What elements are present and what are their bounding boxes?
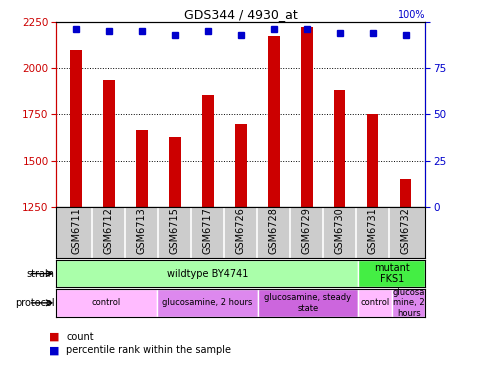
Text: GSM6715: GSM6715 bbox=[169, 207, 180, 254]
Text: GSM6732: GSM6732 bbox=[400, 207, 410, 254]
Bar bbox=[358, 289, 391, 317]
Text: strain: strain bbox=[26, 269, 54, 279]
Bar bbox=[399, 179, 410, 207]
Bar bbox=[70, 50, 81, 207]
Text: protocol: protocol bbox=[15, 298, 54, 308]
Bar bbox=[358, 260, 425, 287]
Title: GDS344 / 4930_at: GDS344 / 4930_at bbox=[183, 8, 297, 21]
Text: GSM6728: GSM6728 bbox=[268, 207, 278, 254]
Text: GSM6729: GSM6729 bbox=[301, 207, 311, 254]
Bar bbox=[56, 289, 157, 317]
Text: glucosamine, 2 hours: glucosamine, 2 hours bbox=[162, 298, 252, 307]
Text: count: count bbox=[66, 332, 93, 342]
Bar bbox=[366, 114, 378, 207]
Bar bbox=[169, 138, 180, 207]
Text: glucosamine, steady
state: glucosamine, steady state bbox=[264, 293, 351, 313]
Bar bbox=[333, 90, 345, 207]
Text: 100%: 100% bbox=[397, 10, 425, 20]
Bar bbox=[136, 130, 147, 207]
Bar bbox=[235, 124, 246, 207]
Text: control: control bbox=[92, 298, 121, 307]
Bar bbox=[257, 289, 358, 317]
Bar bbox=[103, 80, 115, 207]
Text: GSM6730: GSM6730 bbox=[334, 207, 344, 254]
Text: wildtype BY4741: wildtype BY4741 bbox=[166, 269, 247, 279]
Text: glucosa
mine, 2
hours: glucosa mine, 2 hours bbox=[392, 288, 424, 318]
Text: GSM6717: GSM6717 bbox=[203, 207, 212, 254]
Text: ■: ■ bbox=[49, 345, 59, 355]
Text: GSM6711: GSM6711 bbox=[71, 207, 81, 254]
Text: GSM6713: GSM6713 bbox=[137, 207, 146, 254]
Bar bbox=[267, 36, 279, 207]
Text: control: control bbox=[360, 298, 389, 307]
Bar bbox=[157, 289, 257, 317]
Text: GSM6712: GSM6712 bbox=[104, 207, 114, 254]
Text: ■: ■ bbox=[49, 332, 59, 342]
Text: percentile rank within the sample: percentile rank within the sample bbox=[66, 345, 230, 355]
Bar bbox=[202, 95, 213, 207]
Text: GSM6731: GSM6731 bbox=[367, 207, 377, 254]
Text: GSM6726: GSM6726 bbox=[235, 207, 245, 254]
Bar bbox=[391, 289, 425, 317]
Bar bbox=[301, 27, 312, 207]
Text: mutant
FKS1: mutant FKS1 bbox=[373, 263, 409, 284]
Bar bbox=[56, 260, 358, 287]
